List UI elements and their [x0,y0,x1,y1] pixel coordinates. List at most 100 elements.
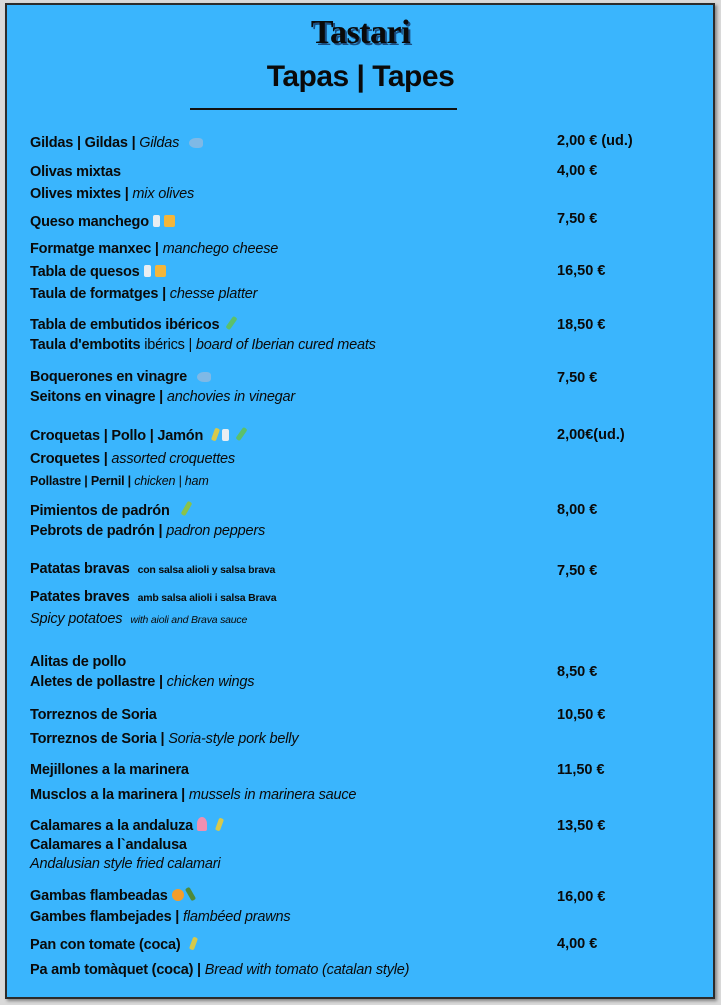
menu-item-text: Bread with tomato (catalan style) [204,962,410,978]
menu-item-translation: Aletes de pollastre | chicken wings [30,673,255,691]
menu-item-price: 8,50 € [557,664,598,680]
menu-item-text: Taula de formatges | [30,286,170,302]
menu-item-price: 7,50 € [557,370,598,386]
menu-item-name: Mejillones a la marinera [30,761,189,779]
menu-item-price: 7,50 € [557,563,598,579]
glass-icon [222,429,230,441]
menu-item-text: Pa amb tomàquet (coca) | [30,962,205,978]
menu-item-translation: Seitons en vinagre | anchovies in vinega… [30,388,295,406]
menu-item-text: Gildas | Gildas | [30,135,140,151]
menu-item-price: 10,50 € [557,707,606,723]
menu-item-text: Seitons en vinagre | [30,389,167,405]
menu-item-text: Olivas mixtas [30,164,121,180]
menu-item-name: Patatas bravas con salsa alioli y salsa b… [30,560,275,579]
menu-item-price: 13,50 € [557,818,606,834]
menu-item-price: 4,00 € [557,936,598,952]
menu-item-name: Torreznos de Soria [30,706,157,724]
menu-item-translation: Pollastre | Pernil | chicken | ham [30,472,209,490]
menu-item-text: chicken wings [166,674,255,690]
menu-item-text: ibérics | [144,337,196,353]
menu-item-name: Alitas de pollo [30,653,126,671]
menu-item-name: Boquerones en vinagre [30,368,211,386]
menu-item-text: Boquerones en vinagre [30,369,187,385]
prawn-icon [171,889,184,901]
menu-item-text: mussels in marinera sauce [188,787,357,803]
menu-item-price: 4,00 € [557,163,598,179]
menu-item-price: 2,00 € (ud.) [557,133,633,149]
wheat-icon [211,427,221,442]
menu-item-translation: Pa amb tomàquet (coca) | Bread with toma… [30,961,409,979]
menu-section-title: Tapas | Tapes [266,60,455,93]
cheese-icon [163,215,175,227]
menu-item-text: mix olives [132,186,195,202]
menu-item-text: Aletes de pollastre | [30,674,167,690]
menu-item-text: chesse platter [169,286,258,302]
menu-item-text: Musclos a la marinera | [30,787,189,803]
menu-item-text: con salsa alioli y salsa brava [137,564,276,576]
menu-item-price: 2,00€(ud.) [557,427,625,443]
menu-item-text: Queso manchego [30,214,149,230]
glass-icon [143,265,151,277]
menu-item-text: Gambes flambejades | [30,909,183,925]
menu-item-text: Pollastre | Pernil | [30,474,135,488]
menu-item-translation: Torreznos de Soria | Soria-style pork be… [30,730,299,748]
menu-item-translation: Patates braves amb salsa alioli i salsa B… [30,588,277,607]
menu-item-translation: Olives mixtes | mix olives [30,185,194,203]
squid-icon [197,817,208,831]
fish-icon [189,138,204,148]
menu-item-price: 7,50 € [557,211,598,227]
menu-item-text: Tabla de embutidos ibéricos [30,317,220,333]
menu-item-translation: Spicy potatoes with aioli and Brava sauce [30,610,247,629]
menu-item-name: Gambas flambeadas [30,886,196,905]
menu-item-translation: Calamares a l`andalusa [30,836,187,854]
menu-item-text: Taula d'embotits [30,337,145,353]
menu-item-name: Olivas mixtas [30,163,121,181]
menu-item-text: Gildas [139,135,180,151]
menu-item-text: padron peppers [166,523,265,539]
menu-item-translation: Taula de formatges | chesse platter [30,285,257,303]
glass-icon [152,215,160,227]
menu-item-text: chicken | ham [134,474,209,488]
fish-icon [196,372,211,382]
menu-item-text: Calamares a la andaluza [30,818,194,834]
menu-item-text: Croquetas | Pollo | Jamón [30,428,204,444]
menu-item-price: 11,50 € [557,762,605,778]
menu-item-name: Pan con tomate (coca) [30,936,198,954]
menu-item-text: Soria-style pork belly [168,731,299,747]
menu-item-text: anchovies in vinegar [166,389,296,405]
menu-item-translation: Taula d'embotits ibérics | board of Iber… [30,336,376,354]
menu-item-text: Pan con tomate (coca) [30,937,181,953]
menu-item-name: Tabla de embutidos ibéricos [30,315,238,334]
menu-item-text: Patatas bravas [30,561,130,577]
title-divider [190,108,457,110]
menu-item-text: Alitas de pollo [30,654,127,670]
menu-item-price: 18,50 € [557,317,606,333]
menu-item-name: Queso manchego [30,213,175,231]
restaurant-title: Tastari [310,14,411,51]
menu-item-name: Calamares a la andaluza [30,817,225,835]
menu-item-text: flambéed prawns [182,909,291,925]
menu-item-text: Spicy potatoes [30,611,123,627]
menu-item-text: Patates braves [30,589,130,605]
menu-item-name: Gildas | Gildas | Gildas [30,134,204,152]
menu-item-text: Pimientos de padrón [30,503,170,519]
menu-item-translation: Formatge manxec | manchego cheese [30,240,278,258]
menu-item-text: Tabla de quesos [30,264,140,280]
menu-item-text: Torreznos de Soria [30,707,157,723]
menu-item-name: Pimientos de padrón [30,500,193,520]
menu-item-translation: Croquetes | assorted croquettes [30,450,235,468]
menu-item-text: manchego cheese [162,241,279,257]
cheese-icon [154,265,166,277]
menu-item-price: 8,00 € [557,502,598,518]
menu-item-name: Tabla de quesos [30,263,166,281]
menu-item-translation: Musclos a la marinera | mussels in marin… [30,786,356,804]
menu-item-text: Gambas flambeadas [30,888,168,904]
menu-item-text: Calamares a l`andalusa [30,837,187,853]
menu-item-text: amb salsa alioli i salsa Brava [137,592,277,604]
menu-item-text: Torreznos de Soria | [30,731,169,747]
menu-page [5,3,715,999]
menu-item-text: Croquetes | [30,451,112,467]
menu-item-text: with aioli and Brava sauce [130,614,248,626]
menu-item-translation: Andalusian style fried calamari [30,855,221,873]
menu-item-text: board of Iberian cured meats [195,337,376,353]
